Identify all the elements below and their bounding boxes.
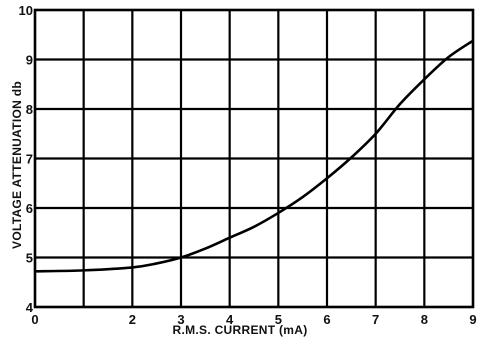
x-tick-label-9: 9 bbox=[469, 312, 476, 327]
series-point-0-10 bbox=[326, 177, 328, 179]
x-tick-label-7: 7 bbox=[372, 312, 379, 327]
x-tick-label-0: 0 bbox=[31, 312, 38, 327]
x-tick-label-4: 4 bbox=[226, 312, 234, 327]
y-tick-label-10: 10 bbox=[19, 3, 33, 18]
series-point-0-15 bbox=[448, 56, 450, 58]
series-point-0-7 bbox=[253, 226, 255, 228]
series-point-0-4 bbox=[180, 256, 182, 259]
y-tick-label-9: 9 bbox=[26, 53, 33, 68]
x-tick-label-2: 2 bbox=[129, 312, 136, 327]
x-tick-label-8: 8 bbox=[421, 312, 428, 327]
y-tick-label-5: 5 bbox=[26, 251, 33, 266]
series-point-0-13 bbox=[399, 103, 401, 105]
series-point-0-14 bbox=[423, 78, 425, 80]
x-tick-labels: 0 2 3 4 5 6 7 8 9 bbox=[31, 312, 476, 327]
x-tick-label-6: 6 bbox=[323, 312, 330, 327]
series-point-0-9 bbox=[302, 196, 304, 198]
series-point-0-12 bbox=[375, 133, 377, 135]
y-tick-label-4: 4 bbox=[26, 300, 34, 315]
plot-border bbox=[33, 8, 475, 309]
series-line-0 bbox=[34, 39, 474, 273]
y-tick-labels: 4 5 6 7 8 9 10 bbox=[19, 3, 34, 315]
series-point-0-1 bbox=[83, 269, 85, 271]
grid bbox=[35, 10, 473, 307]
y-tick-label-6: 6 bbox=[26, 201, 33, 216]
y-axis-label: VOLTAGE ATTENUATION db bbox=[10, 81, 24, 249]
series-group bbox=[34, 39, 474, 273]
series-point-0-6 bbox=[229, 237, 231, 239]
x-axis-label: R.M.S. CURRENT (mA) bbox=[172, 323, 307, 337]
series-point-0-3 bbox=[156, 262, 158, 265]
x-tick-label-3: 3 bbox=[177, 312, 184, 327]
series-point-0-8 bbox=[277, 212, 279, 214]
plot-frame bbox=[33, 8, 475, 309]
y-tick-label-7: 7 bbox=[26, 152, 33, 167]
y-tick-label-8: 8 bbox=[26, 102, 33, 117]
series-point-0-11 bbox=[350, 156, 352, 159]
series-point-0-2 bbox=[131, 266, 133, 268]
x-tick-label-5: 5 bbox=[275, 312, 282, 327]
series-point-0-5 bbox=[204, 247, 206, 250]
